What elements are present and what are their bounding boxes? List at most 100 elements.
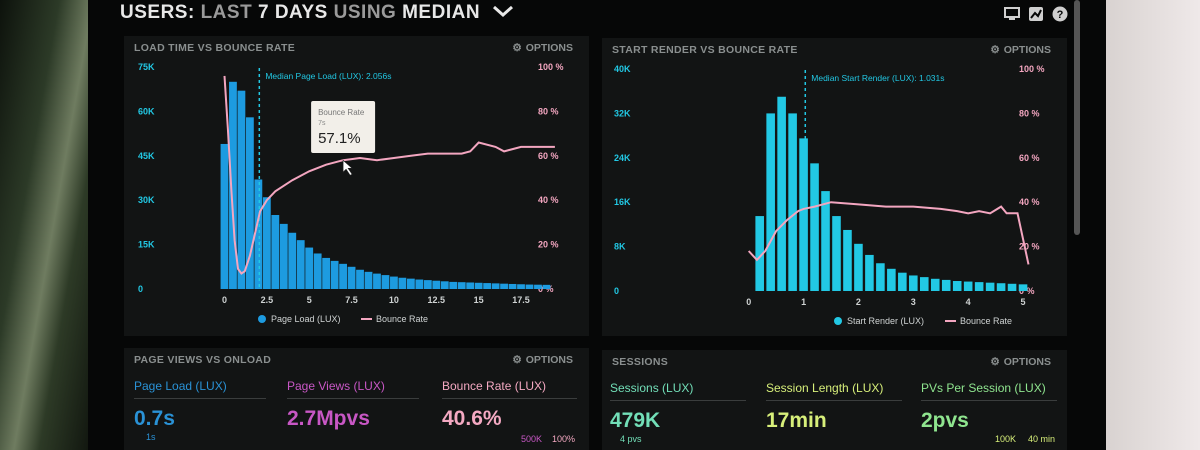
options-button[interactable]: ⚙ OPTIONS	[990, 44, 1051, 56]
x-tick-label: 7.5	[345, 295, 358, 305]
footnote: 4 pvs	[620, 434, 642, 444]
bar	[799, 138, 808, 291]
bar	[517, 284, 525, 289]
metric-value: 0.7s	[134, 407, 175, 430]
background-plant	[0, 0, 90, 450]
y-tick-label-left: 8K	[614, 242, 626, 252]
bar	[432, 280, 441, 289]
bar	[952, 281, 962, 291]
bar	[843, 229, 852, 291]
footnote: 500K	[521, 434, 543, 444]
x-tick-label: 2	[856, 297, 861, 307]
gear-icon: ⚙	[512, 42, 522, 54]
bar	[500, 283, 508, 289]
x-tick-label: 3	[911, 297, 916, 307]
panel-title: LOAD TIME VS BOUNCE RATE	[134, 42, 296, 54]
trend-icon[interactable]	[1028, 6, 1044, 22]
bar	[508, 283, 517, 289]
bar	[1018, 284, 1028, 291]
bar	[996, 283, 1006, 291]
footnote: 1s	[146, 432, 156, 442]
title-days: 7 DAYS	[257, 2, 328, 23]
svg-text:?: ?	[1057, 9, 1064, 21]
bar	[474, 282, 483, 289]
bounce-rate-line	[223, 75, 555, 275]
bar	[254, 179, 263, 289]
x-tick-label: 5	[307, 295, 312, 305]
bar	[985, 282, 995, 291]
bar	[941, 279, 951, 291]
x-tick-label: 4	[966, 297, 971, 307]
legend-bar-swatch	[834, 317, 842, 325]
bar	[777, 96, 786, 291]
gear-icon: ⚙	[990, 44, 1000, 56]
sessions-panel: SESSIONS ⚙ OPTIONS Sessions (LUX) 479K Se…	[602, 350, 1067, 450]
metric-value: 40.6%	[442, 407, 502, 430]
metric-pvs-per-session[interactable]: PVs Per Session (LUX) 2pvs	[921, 381, 1057, 433]
panel-title: START RENDER VS BOUNCE RATE	[612, 44, 798, 56]
y-tick-label-left: 30K	[138, 195, 155, 205]
bar	[229, 81, 237, 289]
metric-page-load[interactable]: Page Load (LUX) 0.7s	[134, 379, 266, 431]
start-render-chart: 08K16K24K32K40K0 %20 %40 %60 %80 %100 %0…	[614, 64, 1045, 326]
metric-page-views[interactable]: Page Views (LUX) 2.7Mpvs	[287, 379, 419, 431]
bar	[347, 266, 356, 289]
title-last: LAST	[200, 2, 253, 23]
bar	[491, 283, 500, 289]
bar	[854, 243, 863, 291]
y-tick-label-left: 16K	[614, 197, 631, 207]
x-tick-label: 15	[474, 295, 484, 305]
options-button[interactable]: ⚙ OPTIONS	[512, 42, 573, 54]
legend-bar-label: Start Render (LUX)	[847, 316, 924, 326]
title-median: MEDIAN	[402, 2, 481, 23]
load-time-panel: LOAD TIME VS BOUNCE RATE ⚙ OPTIONS 0 15K 30…	[124, 36, 589, 336]
bar	[296, 240, 305, 289]
metric-session-length[interactable]: Session Length (LUX) 17min	[766, 381, 902, 433]
x-tick-label: 2.5	[261, 295, 274, 305]
y-tick-label-left: 0	[138, 284, 143, 294]
y-tick-label-left: 15K	[138, 240, 155, 250]
y-tick-label-right: 60 %	[1019, 153, 1040, 163]
bar	[963, 281, 973, 291]
bar	[271, 215, 280, 289]
bar	[832, 216, 841, 291]
bar	[1007, 283, 1017, 291]
bar	[898, 272, 907, 291]
median-label: Median Start Render (LUX): 1.031s	[811, 73, 944, 83]
bar	[398, 277, 407, 289]
metric-label: Page Load (LUX)	[134, 379, 227, 393]
options-button[interactable]: ⚙ OPTIONS	[990, 356, 1051, 368]
tooltip-title: Bounce Rate	[318, 108, 365, 117]
cursor-icon	[342, 159, 353, 176]
page-title[interactable]: USERS: LAST 7 DAYS USING MEDIAN	[120, 2, 514, 24]
bar	[919, 277, 929, 291]
legend-line-label: Bounce Rate	[960, 316, 1012, 326]
monitor-icon[interactable]	[1004, 6, 1020, 22]
y-tick-label-right: 20 %	[1019, 242, 1040, 252]
bar	[534, 284, 542, 289]
bar	[305, 247, 314, 289]
y-tick-label-left: 0	[614, 286, 619, 296]
legend-line-label: Bounce Rate	[376, 314, 428, 324]
bar	[406, 278, 415, 289]
metric-sessions[interactable]: Sessions (LUX) 479K	[610, 381, 746, 433]
bar	[356, 269, 364, 289]
help-icon[interactable]: ?	[1052, 6, 1068, 22]
options-button[interactable]: ⚙ OPTIONS	[512, 354, 573, 366]
y-tick-label-left: 60K	[138, 106, 155, 116]
x-tick-label: 1	[801, 297, 806, 307]
footnote: 40 min	[1028, 434, 1056, 444]
bar	[909, 275, 918, 291]
scrollbar[interactable]	[1074, 0, 1080, 235]
monitor-screen: USERS: LAST 7 DAYS USING MEDIAN ? LOAD T…	[88, 0, 1106, 450]
panel-title: SESSIONS	[612, 356, 669, 368]
bar	[930, 278, 940, 291]
metric-label: Sessions (LUX)	[610, 381, 694, 395]
x-tick-label: 5	[1021, 297, 1026, 307]
bar	[766, 113, 775, 292]
metric-bounce-rate[interactable]: Bounce Rate (LUX) 40.6%	[442, 379, 577, 431]
y-tick-label-left: 40K	[614, 64, 631, 74]
bounce-rate-line	[747, 201, 1030, 265]
y-tick-label-right: 80 %	[538, 106, 559, 116]
chevron-down-icon[interactable]	[492, 2, 514, 24]
